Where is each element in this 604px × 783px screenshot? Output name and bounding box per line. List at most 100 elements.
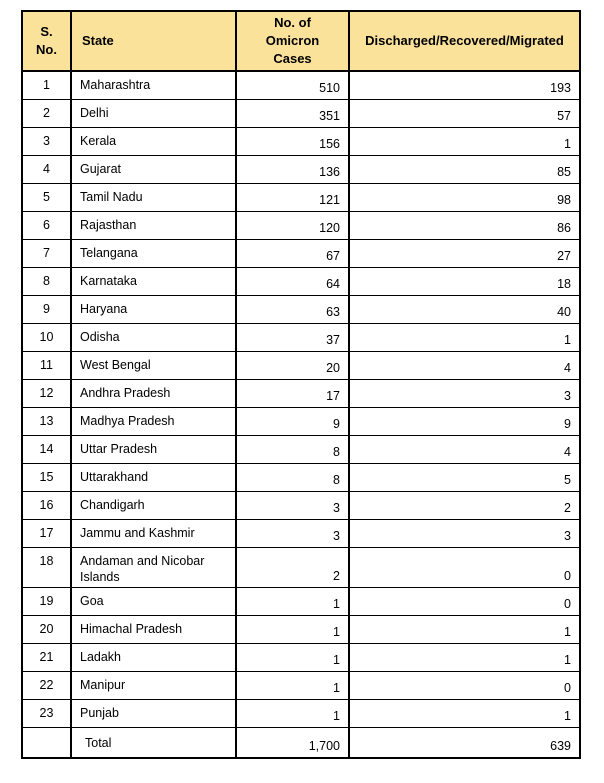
table-row: 4 Gujarat 136 85 [21,154,581,184]
table-header: S. No. State No. of Omicron Cases Discha… [21,10,581,72]
cell-discharged: 1 [348,322,581,352]
cell-state: Madhya Pradesh [70,406,237,436]
cell-serial-number: 4 [21,154,72,184]
header-row: S. No. State No. of Omicron Cases Discha… [21,10,581,72]
cell-serial-number: 19 [21,586,72,616]
total-cases-value: 1,700 [235,726,350,759]
cell-discharged: 27 [348,238,581,268]
cell-omicron-cases: 1 [235,586,350,616]
cell-discharged: 0 [348,546,581,588]
cell-serial-number: 13 [21,406,72,436]
cell-omicron-cases: 8 [235,462,350,492]
cell-serial-number: 15 [21,462,72,492]
table-row: 1 Maharashtra 510 193 [21,70,581,100]
cell-omicron-cases: 1 [235,698,350,728]
cell-state: Haryana [70,294,237,324]
cell-omicron-cases: 67 [235,238,350,268]
header-serial-number: S. No. [21,10,72,72]
table-row: 6 Rajasthan 120 86 [21,210,581,240]
cell-state: Chandigarh [70,490,237,520]
cell-discharged: 4 [348,350,581,380]
cell-serial-number: 2 [21,98,72,128]
cell-discharged: 5 [348,462,581,492]
data-table: S. No. State No. of Omicron Cases Discha… [21,10,581,759]
cell-state: Ladakh [70,642,237,672]
table-row: 9 Haryana 63 40 [21,294,581,324]
cell-state: Manipur [70,670,237,700]
header-discharged: Discharged/Recovered/Migrated [348,10,581,72]
cell-omicron-cases: 1 [235,642,350,672]
header-omicron-cases: No. of Omicron Cases [235,10,350,72]
cell-discharged: 18 [348,266,581,296]
cell-discharged: 57 [348,98,581,128]
cell-state: Uttar Pradesh [70,434,237,464]
cell-omicron-cases: 63 [235,294,350,324]
table-row: 12 Andhra Pradesh 17 3 [21,378,581,408]
table-row: 13 Madhya Pradesh 9 9 [21,406,581,436]
cell-omicron-cases: 17 [235,378,350,408]
cell-omicron-cases: 64 [235,266,350,296]
cell-omicron-cases: 156 [235,126,350,156]
table-row: 19 Goa 1 0 [21,586,581,616]
cell-omicron-cases: 9 [235,406,350,436]
total-empty-cell [21,726,72,759]
cell-discharged: 85 [348,154,581,184]
cell-serial-number: 7 [21,238,72,268]
cell-discharged: 0 [348,586,581,616]
cell-omicron-cases: 37 [235,322,350,352]
cell-discharged: 193 [348,70,581,100]
cell-state: Maharashtra [70,70,237,100]
cell-omicron-cases: 8 [235,434,350,464]
cell-serial-number: 21 [21,642,72,672]
cell-serial-number: 10 [21,322,72,352]
total-label: Total [70,726,237,759]
cell-serial-number: 18 [21,546,72,588]
omicron-cases-table: S. No. State No. of Omicron Cases Discha… [21,10,581,759]
cell-omicron-cases: 120 [235,210,350,240]
cell-state: Punjab [70,698,237,728]
cell-state: Himachal Pradesh [70,614,237,644]
header-serial-number-label: S. No. [36,24,57,57]
cell-serial-number: 6 [21,210,72,240]
table-row: 18 Andaman and Nicobar Islands 2 0 [21,546,581,588]
cell-discharged: 1 [348,614,581,644]
cell-discharged: 40 [348,294,581,324]
cell-omicron-cases: 20 [235,350,350,380]
table-row: 14 Uttar Pradesh 8 4 [21,434,581,464]
cell-discharged: 2 [348,490,581,520]
cell-serial-number: 23 [21,698,72,728]
cell-serial-number: 12 [21,378,72,408]
cell-state: Karnataka [70,266,237,296]
cell-omicron-cases: 3 [235,518,350,548]
table-footer: Total 1,700 639 [21,726,581,759]
cell-omicron-cases: 2 [235,546,350,588]
table-row: 2 Delhi 351 57 [21,98,581,128]
table-row: 21 Ladakh 1 1 [21,642,581,672]
cell-serial-number: 11 [21,350,72,380]
cell-serial-number: 22 [21,670,72,700]
cell-serial-number: 17 [21,518,72,548]
cell-serial-number: 5 [21,182,72,212]
cell-discharged: 98 [348,182,581,212]
cell-state: Andaman and Nicobar Islands [70,546,237,588]
table-row: 22 Manipur 1 0 [21,670,581,700]
total-discharged-value: 639 [348,726,581,759]
table-row: 3 Kerala 156 1 [21,126,581,156]
cell-state: Jammu and Kashmir [70,518,237,548]
cell-state: Telangana [70,238,237,268]
cell-discharged: 1 [348,642,581,672]
cell-state: Delhi [70,98,237,128]
header-omicron-cases-label: No. of Omicron Cases [265,15,320,66]
cell-discharged: 1 [348,126,581,156]
cell-serial-number: 16 [21,490,72,520]
cell-omicron-cases: 1 [235,670,350,700]
cell-discharged: 9 [348,406,581,436]
table-row: 7 Telangana 67 27 [21,238,581,268]
cell-state: Gujarat [70,154,237,184]
cell-discharged: 4 [348,434,581,464]
header-state: State [70,10,237,72]
table-body: 1 Maharashtra 510 193 2 Delhi 351 57 3 K… [21,70,581,728]
table-row: 15 Uttarakhand 8 5 [21,462,581,492]
cell-state: Kerala [70,126,237,156]
table-row: 20 Himachal Pradesh 1 1 [21,614,581,644]
